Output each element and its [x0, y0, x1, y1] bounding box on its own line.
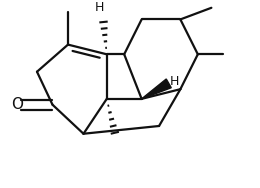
Text: O: O — [12, 97, 24, 112]
Text: H: H — [170, 75, 179, 88]
Polygon shape — [142, 79, 171, 99]
Text: H: H — [94, 1, 104, 14]
